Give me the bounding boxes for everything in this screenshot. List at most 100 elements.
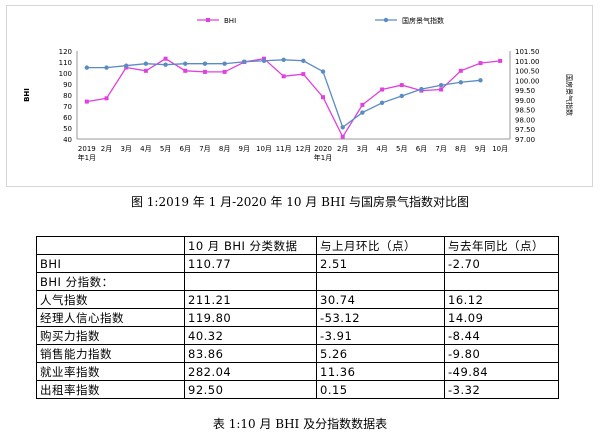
right-tick-label: 100.50 [515, 68, 540, 76]
header-cell-category: 10 月 BHI 分类数据 [184, 236, 317, 255]
bhi-point [183, 68, 188, 73]
left-tick-label: 40 [63, 136, 72, 144]
legend-label: 国房景气指数 [402, 16, 444, 25]
value-cell: -49.84 [444, 362, 559, 381]
row-label-cell: 经理人信心指数 [36, 308, 185, 327]
guofang-point [124, 63, 129, 68]
value-cell: -53.12 [316, 308, 445, 327]
row-label-cell: BHI [36, 254, 185, 273]
value-cell: 92.50 [184, 380, 317, 399]
value-cell: 5.26 [316, 344, 445, 363]
left-tick-label: 120 [59, 48, 72, 56]
x-tick-label: 4月 [376, 145, 387, 153]
value-cell: 119.80 [184, 308, 317, 327]
right-tick-label: 98.00 [515, 116, 535, 124]
row-label-cell: BHI 分指数： [36, 272, 185, 291]
row-label-cell: 销售能力指数 [36, 344, 185, 363]
guofang-point [202, 61, 208, 66]
x-tick-label: 4月 [140, 145, 151, 153]
table-row: 人气指数 211.21 30.74 16.12 [36, 290, 559, 309]
x-tick-label: 3月 [357, 145, 368, 153]
legend-label: BHI [224, 17, 236, 25]
x-tick-label: 7月 [199, 145, 210, 153]
guofang-point [438, 83, 444, 88]
guofang-point [183, 61, 188, 66]
table-row: 购买力指数 40.32 -3.91 -8.44 [36, 326, 559, 345]
guofang-point [478, 78, 483, 83]
guofang-point [222, 61, 227, 66]
value-cell: -9.80 [444, 344, 559, 363]
x-tick-label: 8月 [455, 145, 466, 153]
x-tick-label: 11月 [276, 145, 292, 153]
table-caption: 表 1:10 月 BHI 及分指数数据表 [212, 417, 388, 431]
x-tick-label: 2月 [337, 145, 348, 153]
right-tick-label: 99.00 [515, 97, 535, 105]
guofang-point [340, 125, 345, 130]
x-tick-label: 12月 [295, 145, 311, 153]
bhi-point [458, 68, 463, 73]
table-row: 就业率指数 282.04 11.36 -49.84 [36, 362, 559, 381]
value-cell [184, 272, 317, 291]
bhi-data-table: 10 月 BHI 分类数据 与上月环比（点） 与去年同比（点） BHI 110.7… [36, 236, 559, 399]
bhi-point [360, 102, 365, 107]
bhi-point [281, 74, 286, 79]
right-tick-label: 97.00 [515, 136, 535, 144]
value-cell [444, 272, 559, 291]
x-tick-label: 2月 [101, 145, 112, 153]
bhi-point [498, 58, 503, 63]
guofang-point [379, 100, 385, 106]
guofang-point [320, 69, 326, 74]
legend-marker [206, 18, 210, 22]
x-tick-label: 6月 [416, 145, 427, 153]
right-tick-label: 101.50 [515, 48, 540, 56]
legend-marker [383, 17, 389, 23]
x-tick-label: 3月 [120, 145, 131, 153]
bhi-point [163, 56, 168, 61]
value-cell: 16.12 [444, 290, 559, 309]
bhi-point [104, 96, 109, 101]
header-cell-mom: 与上月环比（点） [316, 236, 445, 255]
bhi-point [143, 68, 148, 73]
x-tick-label: 年1月 [78, 153, 96, 162]
guofang-point [84, 65, 90, 70]
table-row: BHI 110.77 2.51 -2.70 [36, 254, 559, 273]
value-cell: -3.32 [444, 380, 559, 399]
x-tick-label: 7月 [435, 145, 446, 153]
value-cell: -2.70 [444, 254, 559, 273]
value-cell: 40.32 [184, 326, 317, 345]
value-cell: 110.77 [184, 254, 317, 273]
x-tick-label: 6月 [180, 145, 191, 153]
left-tick-label: 80 [63, 92, 72, 100]
bhi-point [321, 95, 326, 100]
bhi-point [340, 134, 345, 139]
right-tick-label: 100.00 [515, 77, 540, 85]
x-tick-label: 9月 [475, 145, 486, 153]
table-row: 经理人信心指数 119.80 -53.12 14.09 [36, 308, 559, 327]
bhi-point [222, 69, 227, 74]
value-cell: 14.09 [444, 308, 559, 327]
x-tick-label: 5月 [160, 145, 171, 153]
row-label-cell: 购买力指数 [36, 326, 185, 345]
guofang-point [419, 86, 424, 92]
x-tick-label: 2019 [78, 145, 96, 153]
bhi-point [399, 83, 404, 88]
bhi-point [439, 87, 444, 92]
guofang-point [360, 110, 365, 115]
chart-frame: 40 50 60 70 80 90 100 110 120 97.00 97.50 98.00 98.5… [6, 5, 593, 187]
header-cell-blank [36, 236, 185, 255]
guofang-point [301, 58, 306, 63]
bhi-point [84, 99, 89, 104]
chart-caption: 图 1:2019 年 1 月-2020 年 10 月 BHI 与国房景气指数对比… [130, 195, 470, 209]
guofang-point [281, 57, 286, 62]
guofang-point [261, 58, 267, 63]
bhi-point [301, 72, 306, 77]
table-row: BHI 分指数： [36, 272, 559, 291]
bhi-point [478, 61, 483, 66]
left-tick-label: 50 [63, 125, 72, 133]
x-tick-label: 10月 [492, 145, 508, 153]
right-axis-title: 国房景气指数 [565, 74, 574, 116]
x-tick-label: 5月 [396, 145, 407, 153]
table-body: 10 月 BHI 分类数据 与上月环比（点） 与去年同比（点） BHI 110.7… [36, 236, 559, 399]
guofang-point [104, 65, 109, 70]
value-cell: -3.91 [316, 326, 445, 345]
